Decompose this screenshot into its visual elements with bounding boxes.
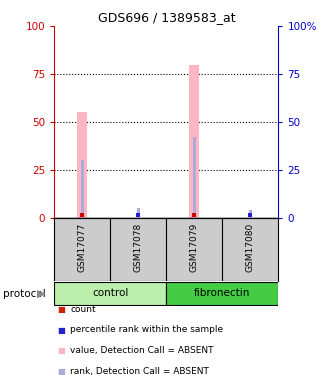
Text: percentile rank within the sample: percentile rank within the sample [70, 326, 224, 334]
Bar [137, 208, 140, 218]
Text: protocol: protocol [3, 289, 46, 298]
Text: ▶: ▶ [37, 289, 45, 298]
Text: ■: ■ [58, 326, 66, 334]
Text: GSM17080: GSM17080 [246, 223, 255, 272]
Text: ■: ■ [58, 367, 66, 375]
Bar [189, 64, 199, 218]
Text: control: control [92, 288, 129, 298]
Text: count: count [70, 305, 96, 314]
Bar [249, 210, 252, 218]
Text: ■: ■ [58, 346, 66, 355]
Text: GSM17079: GSM17079 [190, 223, 199, 272]
Bar [166, 282, 278, 305]
Title: GDS696 / 1389583_at: GDS696 / 1389583_at [98, 11, 235, 24]
Bar [77, 112, 87, 218]
Bar [81, 160, 84, 218]
Bar [54, 282, 166, 305]
Text: rank, Detection Call = ABSENT: rank, Detection Call = ABSENT [70, 367, 209, 375]
Text: value, Detection Call = ABSENT: value, Detection Call = ABSENT [70, 346, 214, 355]
Bar [193, 137, 196, 218]
Text: GSM17078: GSM17078 [134, 223, 143, 272]
Text: fibronectin: fibronectin [194, 288, 251, 298]
Text: ■: ■ [58, 305, 66, 314]
Text: GSM17077: GSM17077 [78, 223, 87, 272]
